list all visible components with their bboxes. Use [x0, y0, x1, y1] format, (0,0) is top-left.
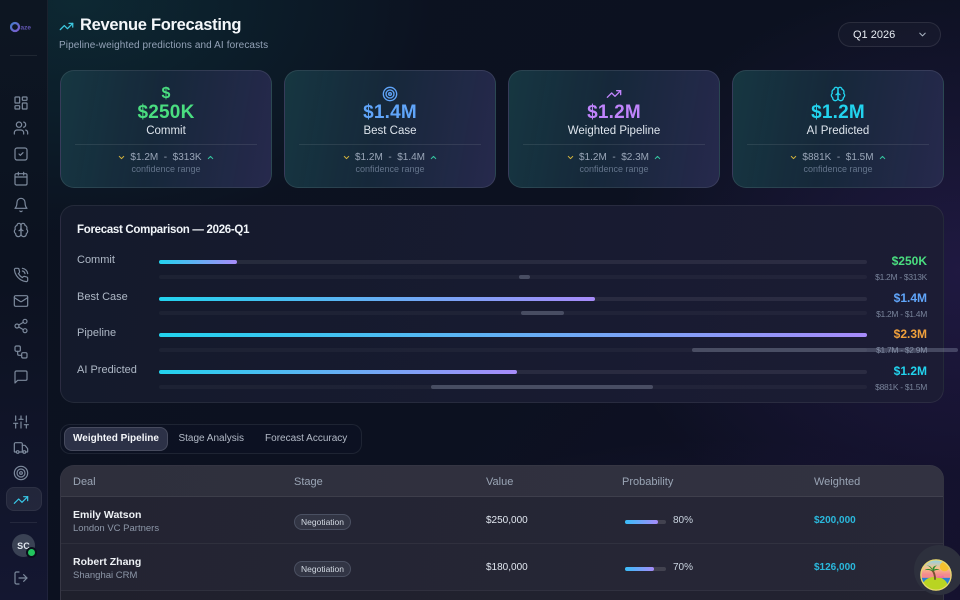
svg-text:aze: aze: [21, 25, 32, 32]
